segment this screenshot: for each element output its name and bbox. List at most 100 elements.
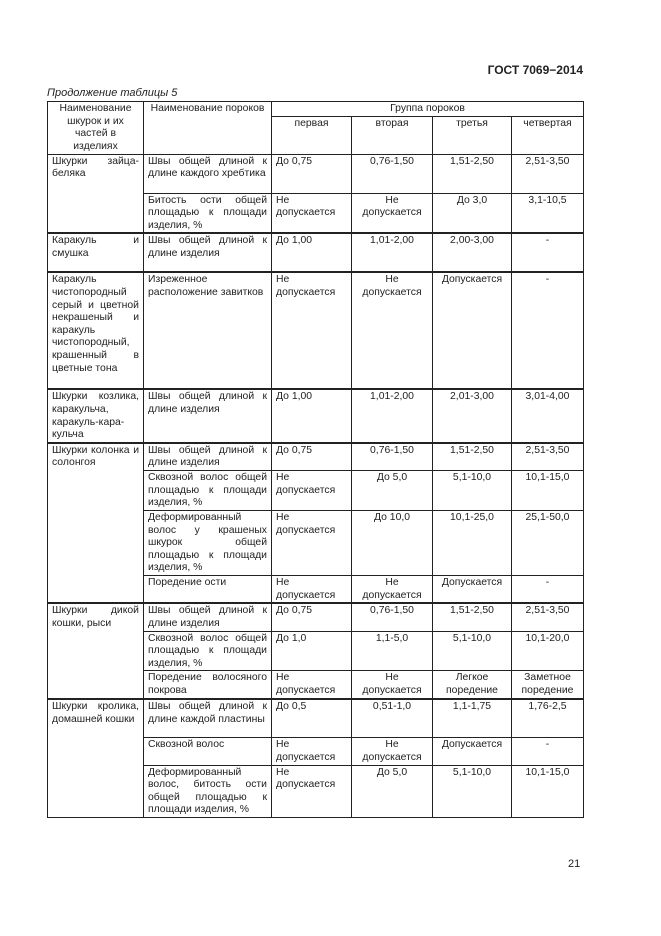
- header-group-2: вторая: [351, 115, 433, 155]
- defect-name: Швы общей длиной к длине каждой пластины: [143, 697, 272, 739]
- defect-name: Поредение волосяного покрова: [143, 670, 272, 700]
- group-3-value: 5,1-10,0: [432, 630, 512, 672]
- group-2-value: 0,76-1,50: [351, 153, 433, 194]
- group-3-value: 2,01-3,00: [432, 388, 512, 444]
- header-group: Группа пороков: [271, 101, 584, 117]
- group-4-value: 25,1-50,0: [511, 510, 584, 576]
- table-row: Шкурки козлика, каракульча, каракуль-кар…: [47, 388, 584, 444]
- defect-name: Швы общей длиной к длине изделия: [143, 602, 272, 632]
- header-defect: Наименование пороков: [143, 101, 272, 155]
- header-group-4: четвертая: [511, 115, 584, 155]
- group-2-value: Не допускается: [351, 575, 433, 604]
- group-3-value: 2,00-3,00: [432, 232, 512, 273]
- group-1-value: Не допускается: [271, 575, 352, 604]
- group-3-value: 1,51-2,50: [432, 153, 512, 194]
- group-3-value: 5,1-10,0: [432, 470, 512, 512]
- table-row: Каракуль чистопородный серый и цветной н…: [47, 271, 584, 390]
- group-1-value: До 0,75: [271, 602, 352, 632]
- table-row: Поредение ости Не допускается Не допускает…: [48, 575, 584, 604]
- group-4-value: -: [511, 575, 584, 604]
- group-3-value: 1,1-1,75: [432, 697, 512, 739]
- defect-name: Швы общей длиной к длине изделия: [143, 388, 272, 444]
- table-row: Сквозной волос общей площадью к площади …: [48, 470, 584, 512]
- table-row: Деформированный волос у крашеных шкурок …: [48, 510, 584, 576]
- defect-name: Швы общей длиной к длине изделия: [143, 441, 272, 472]
- defect-name: Сквозной волос общей площадью к площади …: [143, 630, 272, 672]
- item-name: Каракуль чистопородный серый и цветной н…: [47, 271, 144, 390]
- group-4-value: 3,01-4,00: [511, 388, 584, 444]
- defects-table: Наименование шкурок и их частей в издели…: [47, 101, 584, 819]
- defect-name: Поредение ости: [143, 575, 272, 604]
- header-item: Наименование шкурок и их частей в издели…: [47, 101, 144, 155]
- header-group-3: третья: [432, 115, 512, 155]
- group-1-value: До 0,5: [271, 697, 352, 739]
- group-4-value: 3,1-10,5: [511, 192, 584, 234]
- group-4-value: -: [511, 737, 584, 766]
- group-1-value: До 1,00: [271, 388, 352, 444]
- header-group-1: первая: [271, 115, 352, 155]
- group-2-value: До 5,0: [351, 470, 433, 512]
- group-4-value: 2,51-3,50: [511, 602, 584, 632]
- group-2-value: Не допускается: [351, 192, 433, 234]
- group-4-value: 10,1-15,0: [511, 470, 584, 512]
- group-1-value: Не допускается: [271, 271, 352, 390]
- page-number: 21: [568, 858, 581, 870]
- item-name: Шкурки козлика, каракульча, каракуль-кар…: [47, 388, 144, 444]
- table-row: Шкурки дикой кошки, рыси Швы общей длиной…: [47, 602, 584, 700]
- defect-name: Деформированный волос у крашеных шкурок …: [143, 510, 272, 576]
- group-3-value: 5,1-10,0: [432, 764, 512, 819]
- group-4-value: Заметное поредение: [511, 670, 584, 700]
- group-3-value: Допускается: [432, 575, 512, 604]
- group-2-value: 1,1-5,0: [351, 630, 433, 672]
- group-4-value: -: [511, 232, 584, 273]
- group-4-value: 2,51-3,50: [511, 153, 584, 194]
- item-name: Каракуль и смушка: [47, 232, 144, 273]
- group-1-value: До 0,75: [271, 441, 352, 472]
- group-2-value: Не допускается: [351, 271, 433, 390]
- group-1-value: Не допускается: [271, 737, 352, 766]
- item-name: Шкурки кролика, домашней кошки: [47, 697, 144, 819]
- group-3-value: 1,51-2,50: [432, 441, 512, 472]
- group-2-value: Не допускается: [351, 670, 433, 700]
- group-2-value: Не допускается: [351, 737, 433, 766]
- defect-name: Битость ости общей площадью к площади из…: [143, 192, 272, 234]
- group-3-value: 10,1-25,0: [432, 510, 512, 576]
- group-3-value: 1,51-2,50: [432, 602, 512, 632]
- group-4-value: 1,76-2,5: [511, 697, 584, 739]
- defect-name: Деформированный волос, битость ости обще…: [143, 764, 272, 819]
- group-1-value: Не допускается: [271, 470, 352, 512]
- defect-name: Сквозной волос: [143, 737, 272, 766]
- group-1-value: Не допускается: [271, 510, 352, 576]
- item-name: Шкурки дикой кошки, рыси: [47, 602, 144, 700]
- group-2-value: 0,76-1,50: [351, 441, 433, 472]
- group-3-value: До 3,0: [432, 192, 512, 234]
- group-4-value: 2,51-3,50: [511, 441, 584, 472]
- group-2-value: До 10,0: [351, 510, 433, 576]
- table-row: Сквозной волос общей площадью к площади …: [48, 630, 584, 672]
- table-row: Шкурки зайца-беляка Швы общей длиной к дл…: [47, 153, 584, 234]
- standard-header: ГОСТ 7069−2014: [487, 63, 583, 77]
- group-4-value: -: [511, 271, 584, 390]
- group-2-value: До 5,0: [351, 764, 433, 819]
- table-row: Шкурки колонка и солонгоя Швы общей длино…: [47, 441, 584, 604]
- group-1-value: Не допускается: [271, 670, 352, 700]
- group-2-value: 0,51-1,0: [351, 697, 433, 739]
- group-1-value: Не допускается: [271, 764, 352, 819]
- group-1-value: До 0,75: [271, 153, 352, 194]
- group-4-value: 10,1-15,0: [511, 764, 584, 819]
- group-3-value: Легкое поредение: [432, 670, 512, 700]
- defect-name: Швы общей длиной к длине изделия: [143, 232, 272, 273]
- group-2-value: 1,01-2,00: [351, 232, 433, 273]
- group-1-value: Не допускается: [271, 192, 352, 234]
- defect-name: Швы общей длиной к длине каждого хребтик…: [143, 153, 272, 194]
- group-1-value: До 1,0: [271, 630, 352, 672]
- table-row: Шкурки кролика, домашней кошки Швы общей …: [47, 697, 584, 819]
- table-row: Каракуль и смушка Швы общей длиной к длин…: [47, 232, 584, 273]
- group-4-value: 10,1-20,0: [511, 630, 584, 672]
- item-name: Шкурки зайца-беляка: [47, 153, 144, 234]
- item-name: Шкурки колонка и солонгоя: [47, 441, 144, 604]
- group-3-value: Допускается: [432, 737, 512, 766]
- table-caption: Продолжение таблицы 5: [47, 87, 178, 99]
- group-3-value: Допускается: [432, 271, 512, 390]
